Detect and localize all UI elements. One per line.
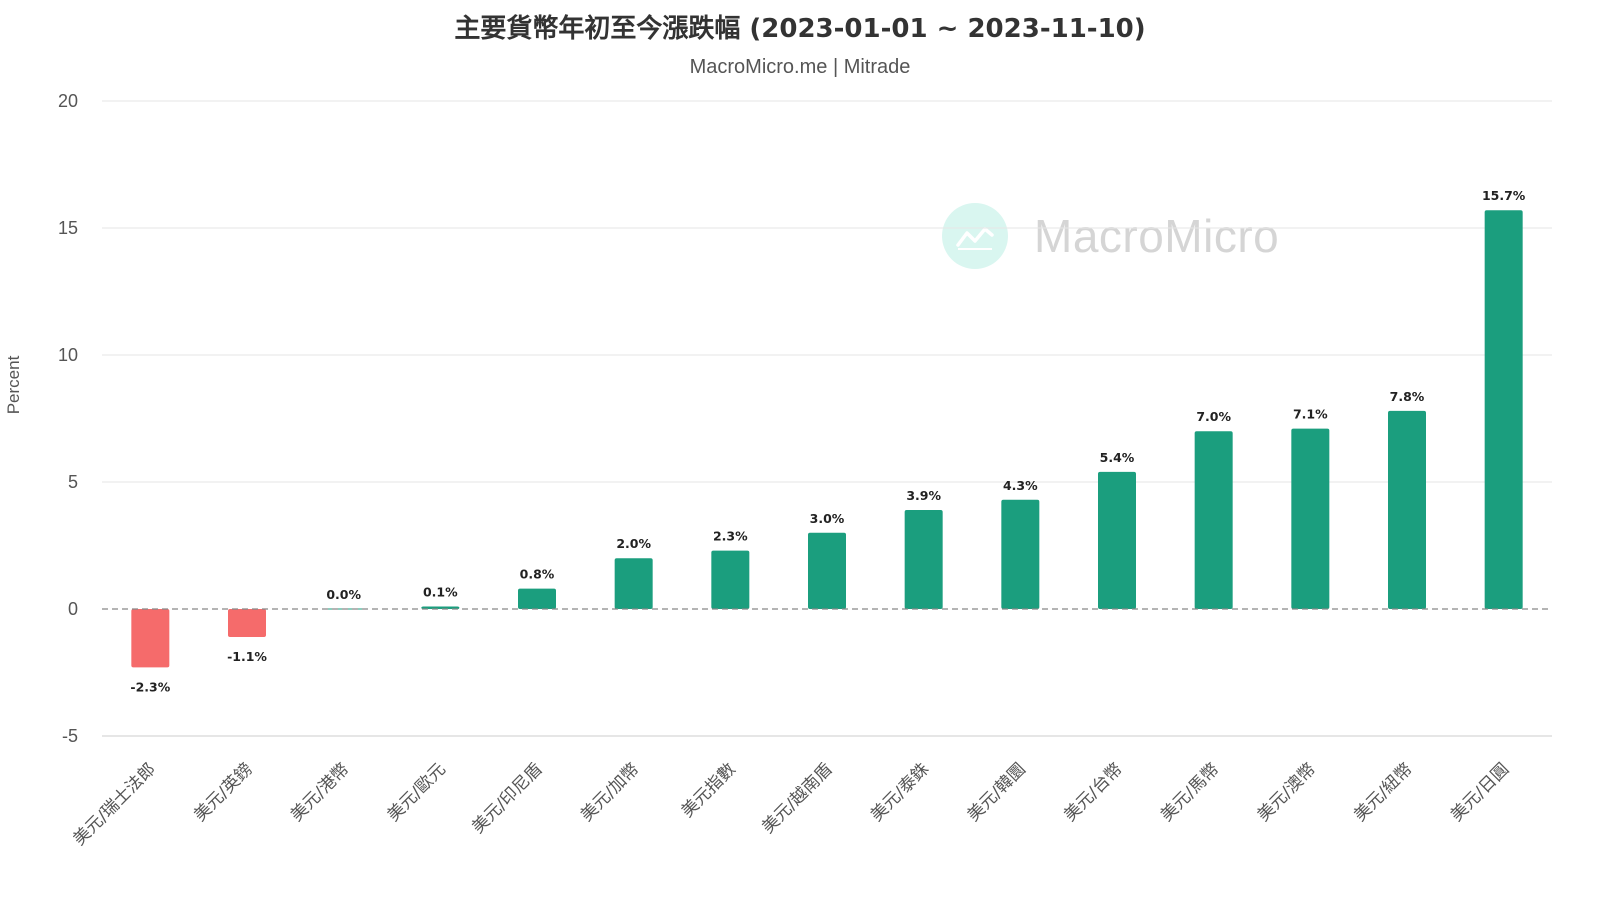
x-category-label: 美元/瑞士法郎 xyxy=(70,759,160,849)
y-axis-ticks: -5 0 5 10 15 20 xyxy=(58,91,78,746)
x-category-label: 美元/加幣 xyxy=(577,759,643,825)
bars xyxy=(131,210,1523,668)
data-label: -1.1% xyxy=(227,649,267,664)
data-label: 0.0% xyxy=(326,587,361,602)
data-label: 0.1% xyxy=(423,584,458,599)
bar[interactable] xyxy=(1001,499,1040,609)
bar[interactable] xyxy=(518,588,556,609)
data-label: 2.3% xyxy=(713,529,748,544)
data-label: 2.0% xyxy=(616,536,651,551)
bar[interactable] xyxy=(131,609,170,668)
x-category-label: 美元/港幣 xyxy=(287,759,353,825)
bar[interactable] xyxy=(1388,410,1426,609)
x-category-label: 美元/越南盾 xyxy=(758,759,836,837)
bar[interactable] xyxy=(614,558,653,609)
data-labels: -2.3% -1.1% 0.0% 0.1% 0.8% 2.0% 2.3% 3.0% 3.9% 4.… xyxy=(130,188,1525,694)
x-category-label: 美元/紐幣 xyxy=(1350,759,1416,825)
bar[interactable] xyxy=(228,609,266,637)
x-category-label: 美元/印尼盾 xyxy=(468,759,546,837)
data-label: 4.3% xyxy=(1003,478,1038,493)
x-category-label: 美元/韓圜 xyxy=(964,759,1030,825)
y-tick-label: 5 xyxy=(68,472,78,492)
data-label: 7.0% xyxy=(1196,409,1231,424)
x-axis-categories: 美元/瑞士法郎 美元/英鎊 美元/港幣 美元/歐元 美元/印尼盾 美元/加幣 美元指數 美元/… xyxy=(70,759,1514,849)
data-label: 0.8% xyxy=(520,567,555,582)
y-tick-label: 10 xyxy=(58,345,78,365)
data-label: -2.3% xyxy=(130,679,170,694)
x-category-label: 美元/英鎊 xyxy=(190,759,256,825)
data-label: 7.1% xyxy=(1293,407,1328,422)
bar[interactable] xyxy=(421,606,460,609)
x-category-label: 美元/馬幣 xyxy=(1157,759,1223,825)
watermark: MacroMicro xyxy=(942,203,1279,269)
data-label: 7.8% xyxy=(1390,389,1425,404)
x-category-label: 美元/澳幣 xyxy=(1254,759,1320,825)
y-tick-label: 15 xyxy=(58,218,78,238)
data-label: 3.0% xyxy=(810,511,845,526)
x-category-label: 美元/泰銖 xyxy=(867,759,933,825)
bar[interactable] xyxy=(1291,428,1330,609)
chart-title: 主要貨幣年初至今漲跌幅 (2023-01-01 ~ 2023-11-10) xyxy=(454,14,1146,44)
data-label: 5.4% xyxy=(1100,450,1135,465)
y-tick-label: -5 xyxy=(62,726,78,746)
x-category-label: 美元/日圓 xyxy=(1447,759,1513,825)
bar[interactable] xyxy=(808,532,846,609)
watermark-text: MacroMicro xyxy=(1034,210,1280,262)
bar[interactable] xyxy=(1484,210,1523,609)
chart-subtitle: MacroMicro.me | Mitrade xyxy=(689,56,911,78)
x-category-label: 美元/台幣 xyxy=(1060,759,1126,825)
bar[interactable] xyxy=(711,550,750,609)
bar[interactable] xyxy=(1194,431,1233,609)
data-label: 3.9% xyxy=(906,488,941,503)
bar[interactable] xyxy=(1098,471,1136,609)
data-label: 15.7% xyxy=(1482,188,1526,203)
x-category-label: 美元/歐元 xyxy=(384,759,450,825)
gridlines xyxy=(102,100,1552,737)
bar[interactable] xyxy=(904,509,943,609)
y-tick-label: 0 xyxy=(68,599,78,619)
macromicro-logo-icon xyxy=(942,203,1008,269)
x-category-label: 美元指數 xyxy=(678,759,740,821)
y-tick-label: 20 xyxy=(58,91,78,111)
